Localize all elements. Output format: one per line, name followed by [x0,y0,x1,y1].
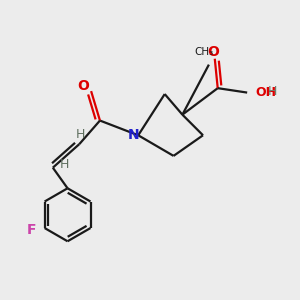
Text: F: F [26,223,36,236]
Text: OH: OH [255,86,276,99]
Text: O: O [77,79,89,93]
Text: H: H [59,158,69,171]
Text: H: H [76,128,86,141]
Text: O: O [207,45,219,59]
Text: H: H [268,85,277,98]
Text: CH₃: CH₃ [195,47,214,57]
Text: N: N [128,128,140,142]
